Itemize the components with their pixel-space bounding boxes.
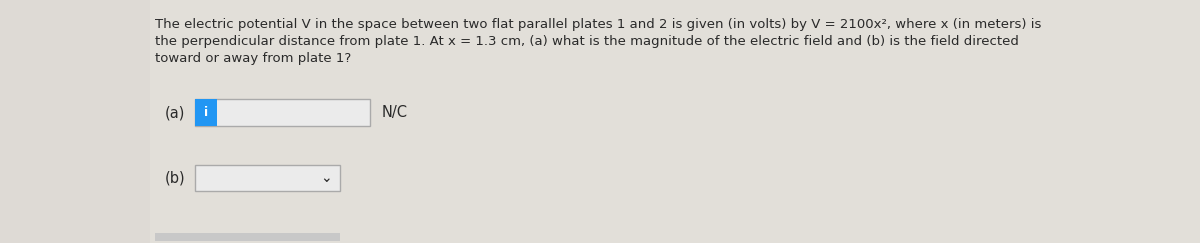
Bar: [194, 99, 370, 126]
Text: N/C: N/C: [382, 105, 408, 120]
Text: ⌄: ⌄: [320, 171, 332, 185]
Text: the perpendicular distance from plate 1. At x = 1.3 cm, (a) what is the magnitud: the perpendicular distance from plate 1.…: [155, 35, 1019, 48]
Text: The electric potential V in the space between two flat parallel plates 1 and 2 i: The electric potential V in the space be…: [155, 18, 1042, 31]
Bar: [194, 99, 217, 126]
Text: (b): (b): [166, 171, 186, 185]
Text: (a): (a): [166, 105, 185, 121]
Bar: [150, 0, 1200, 243]
Bar: [155, 233, 340, 241]
Text: i: i: [204, 106, 208, 119]
Bar: [194, 165, 340, 191]
Text: toward or away from plate 1?: toward or away from plate 1?: [155, 52, 352, 65]
